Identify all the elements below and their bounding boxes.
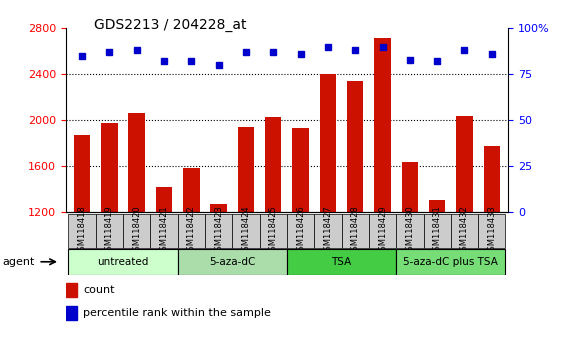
Text: GSM118433: GSM118433 — [487, 206, 496, 256]
Text: untreated: untreated — [97, 257, 148, 267]
Text: TSA: TSA — [331, 257, 352, 267]
Text: GSM118423: GSM118423 — [214, 206, 223, 256]
Bar — [347, 81, 363, 212]
Bar — [265, 117, 282, 212]
FancyBboxPatch shape — [396, 214, 424, 248]
Text: GSM118430: GSM118430 — [405, 206, 415, 256]
Bar — [484, 146, 500, 212]
FancyBboxPatch shape — [478, 214, 505, 248]
FancyBboxPatch shape — [69, 249, 178, 275]
Text: GSM118427: GSM118427 — [323, 206, 332, 256]
Text: GSM118418: GSM118418 — [78, 206, 87, 256]
FancyBboxPatch shape — [123, 214, 150, 248]
Bar — [156, 187, 172, 212]
Bar — [320, 74, 336, 212]
FancyBboxPatch shape — [396, 249, 505, 275]
Bar — [128, 114, 145, 212]
Bar — [101, 123, 118, 212]
Text: GSM118426: GSM118426 — [296, 206, 305, 256]
Bar — [375, 38, 391, 212]
Bar — [456, 116, 473, 212]
FancyBboxPatch shape — [369, 214, 396, 248]
Text: GSM118425: GSM118425 — [269, 206, 278, 256]
Text: agent: agent — [3, 257, 35, 267]
Text: GSM118419: GSM118419 — [105, 206, 114, 256]
Text: GSM118424: GSM118424 — [242, 206, 251, 256]
Bar — [401, 162, 418, 212]
Bar — [66, 283, 77, 297]
Bar — [211, 204, 227, 212]
FancyBboxPatch shape — [451, 214, 478, 248]
Bar — [66, 306, 77, 320]
FancyBboxPatch shape — [260, 214, 287, 248]
Text: GSM118429: GSM118429 — [378, 206, 387, 256]
FancyBboxPatch shape — [314, 214, 341, 248]
FancyBboxPatch shape — [424, 214, 451, 248]
FancyBboxPatch shape — [96, 214, 123, 248]
Bar — [429, 200, 445, 212]
FancyBboxPatch shape — [341, 214, 369, 248]
FancyBboxPatch shape — [205, 214, 232, 248]
Text: GSM118420: GSM118420 — [132, 206, 141, 256]
Text: 5-aza-dC plus TSA: 5-aza-dC plus TSA — [403, 257, 498, 267]
FancyBboxPatch shape — [69, 214, 96, 248]
FancyBboxPatch shape — [232, 214, 260, 248]
Text: count: count — [83, 285, 115, 295]
FancyBboxPatch shape — [178, 249, 287, 275]
Bar — [292, 129, 309, 212]
Text: GSM118431: GSM118431 — [433, 206, 441, 256]
Bar — [183, 167, 199, 212]
FancyBboxPatch shape — [150, 214, 178, 248]
FancyBboxPatch shape — [287, 249, 396, 275]
Text: GDS2213 / 204228_at: GDS2213 / 204228_at — [94, 18, 247, 32]
Text: percentile rank within the sample: percentile rank within the sample — [83, 308, 271, 318]
Bar — [74, 135, 90, 212]
Bar — [238, 127, 254, 212]
Text: GSM118421: GSM118421 — [159, 206, 168, 256]
Text: 5-aza-dC: 5-aza-dC — [209, 257, 255, 267]
Text: GSM118432: GSM118432 — [460, 206, 469, 256]
Text: GSM118422: GSM118422 — [187, 206, 196, 256]
FancyBboxPatch shape — [178, 214, 205, 248]
Text: GSM118428: GSM118428 — [351, 206, 360, 256]
FancyBboxPatch shape — [287, 214, 314, 248]
